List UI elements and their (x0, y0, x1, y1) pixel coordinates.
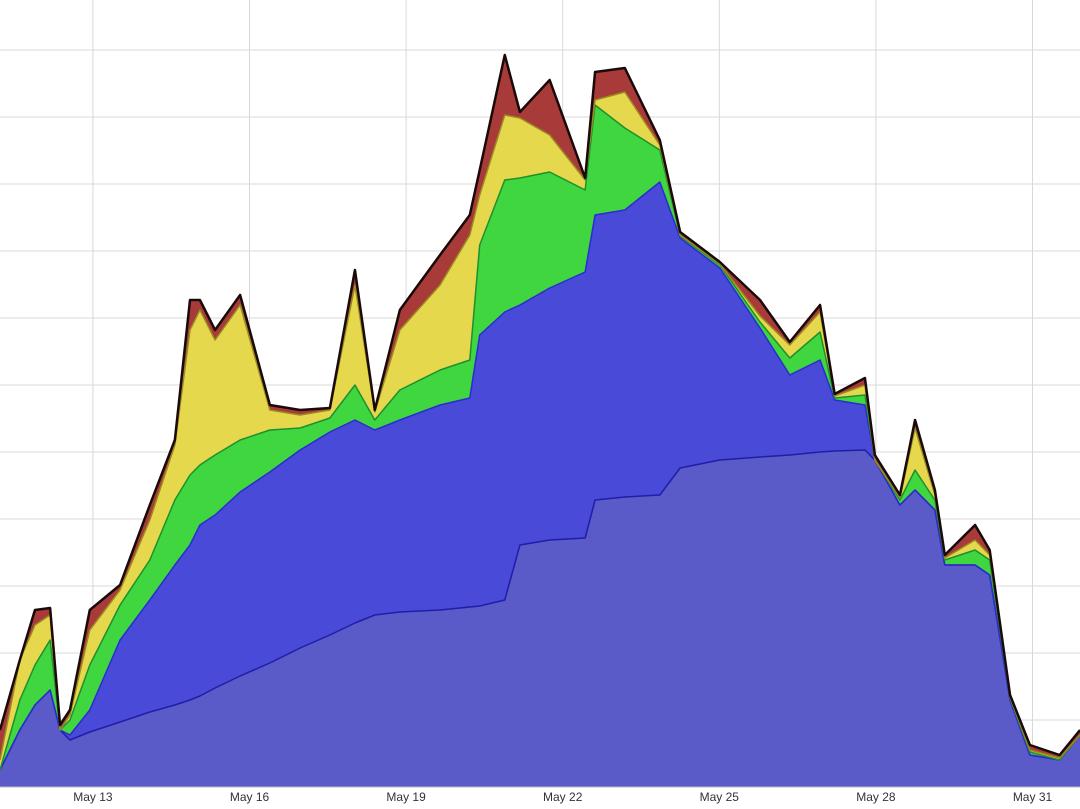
area (0, 92, 1080, 770)
area-edge (0, 53, 1080, 757)
x-tick-label: May 25 (700, 790, 740, 804)
area-edge (0, 104, 1080, 771)
x-tick-label: May 22 (543, 790, 583, 804)
x-tick-label: May 19 (386, 790, 426, 804)
x-tick-label: May 28 (856, 790, 896, 804)
x-tick-label: May 16 (230, 790, 270, 804)
area (0, 182, 1080, 770)
area-edge (0, 181, 1080, 771)
areas-layer (0, 53, 1080, 787)
x-tick-label: May 13 (73, 790, 113, 804)
area (0, 105, 1080, 770)
area (0, 450, 1080, 787)
area-edge (0, 91, 1080, 761)
x-tick-label: May 31 (1013, 790, 1053, 804)
labels-layer: May 13 May 16 May 19 May 22 May 25 May 28 May … (0, 786, 1080, 804)
